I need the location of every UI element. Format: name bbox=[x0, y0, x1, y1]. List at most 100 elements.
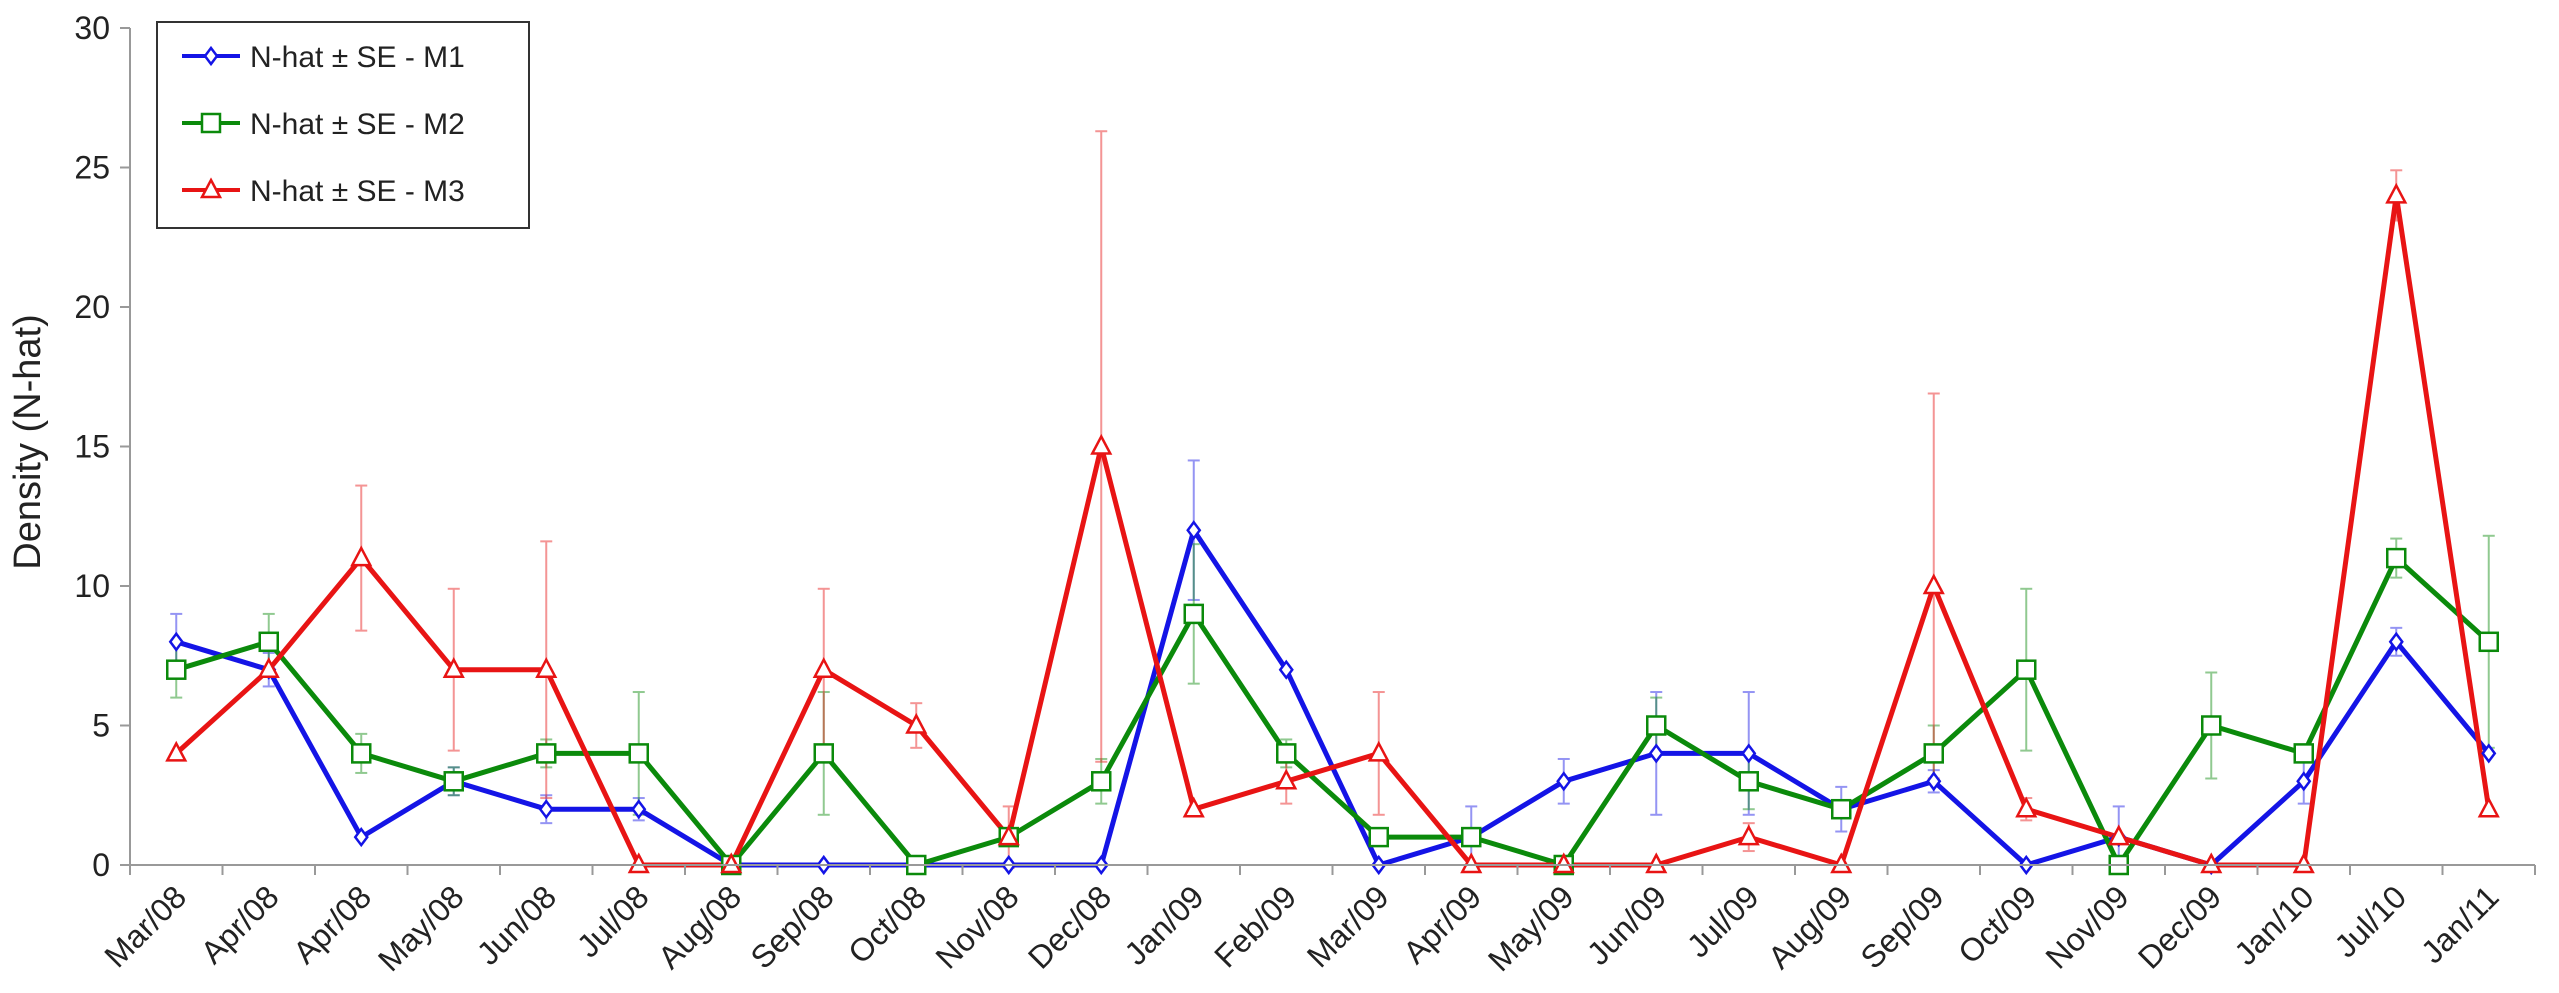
data-point-m3 bbox=[2292, 852, 2315, 874]
data-point-m3 bbox=[1737, 824, 1760, 846]
x-tick-label: May/09 bbox=[1481, 878, 1581, 978]
x-tick-label: Aug/09 bbox=[1761, 878, 1858, 975]
legend-entry: N-hat ± SE - M2 bbox=[250, 108, 465, 141]
data-point-m3 bbox=[257, 657, 280, 678]
x-tick-label: Jul/08 bbox=[570, 878, 656, 964]
data-point-m3 bbox=[1830, 852, 1853, 874]
data-point-m3 bbox=[1090, 433, 1113, 455]
data-point-m3 bbox=[2477, 796, 2500, 818]
data-point-m1 bbox=[631, 799, 647, 820]
legend-entry: N-hat ± SE - M1 bbox=[250, 41, 465, 74]
data-point-m2 bbox=[813, 743, 834, 764]
data-point-m3 bbox=[2107, 824, 2130, 846]
legend-marker bbox=[200, 112, 222, 134]
data-point-m2 bbox=[2016, 659, 2037, 680]
series-line-m2 bbox=[175, 555, 2491, 868]
data-point-m2 bbox=[1276, 743, 1297, 764]
x-tick-label: Sep/08 bbox=[744, 878, 841, 975]
data-point-m3 bbox=[1645, 852, 1668, 874]
data-point-m3 bbox=[812, 657, 835, 678]
x-tick-label: Jul/09 bbox=[1680, 878, 1766, 964]
x-tick-label: May/08 bbox=[371, 878, 471, 978]
data-point-m2 bbox=[1923, 743, 1944, 764]
data-point-m3 bbox=[2015, 796, 2038, 818]
x-tick-label: Oct/09 bbox=[1951, 878, 2043, 970]
data-point-m2 bbox=[351, 743, 372, 764]
legend-entry: N-hat ± SE - M3 bbox=[250, 175, 465, 208]
data-point-m3 bbox=[2200, 852, 2223, 874]
x-tick-label: Jul/10 bbox=[2327, 878, 2413, 964]
data-point-m2 bbox=[1091, 771, 1112, 792]
data-point-m2 bbox=[1738, 771, 1759, 792]
x-tick-label: Jan/09 bbox=[1117, 878, 1210, 971]
y-tick-label: 0 bbox=[92, 847, 110, 883]
data-point-m2 bbox=[2386, 547, 2407, 569]
data-point-m3 bbox=[905, 712, 928, 734]
data-point-m1 bbox=[2388, 631, 2404, 652]
data-point-m1 bbox=[538, 799, 554, 820]
data-point-m2 bbox=[536, 743, 557, 764]
data-point-m1 bbox=[1278, 659, 1294, 680]
data-point-m1 bbox=[1648, 743, 1664, 764]
data-point-m3 bbox=[1922, 573, 1945, 595]
y-tick-label: 5 bbox=[92, 708, 110, 744]
x-tick-label: Mar/09 bbox=[1300, 878, 1396, 974]
x-tick-label: Jan/11 bbox=[2414, 878, 2506, 970]
data-point-m1 bbox=[1186, 520, 1202, 541]
x-tick-label: Jun/09 bbox=[1580, 878, 1673, 971]
data-point-m1 bbox=[168, 631, 184, 652]
y-tick-label: 15 bbox=[74, 429, 110, 465]
x-tick-label: Jan/10 bbox=[2227, 878, 2320, 971]
series-line-m3 bbox=[174, 192, 2492, 868]
data-point-m2 bbox=[1461, 826, 1482, 848]
data-point-m3 bbox=[1182, 796, 1205, 818]
data-point-m3 bbox=[350, 545, 373, 567]
axes bbox=[120, 27, 2536, 875]
y-tick-labels: 0 5 10 15 20 25 30 bbox=[74, 10, 110, 883]
data-point-m3 bbox=[1275, 768, 1298, 790]
x-tick-label: Feb/09 bbox=[1207, 878, 1303, 974]
error-bars bbox=[170, 130, 2495, 869]
data-point-m2 bbox=[2478, 631, 2499, 653]
x-tick-label: Dec/09 bbox=[2131, 878, 2228, 975]
data-point-m2 bbox=[166, 659, 187, 680]
series-lines bbox=[174, 192, 2492, 868]
series-markers bbox=[165, 182, 2500, 876]
data-point-m2 bbox=[1368, 826, 1389, 848]
y-axis-label: Density (N-hat) bbox=[7, 314, 49, 570]
legend: N-hat ± SE - M1 N-hat ± SE - M2 N-hat ± SE… bbox=[156, 21, 530, 229]
y-tick-label: 25 bbox=[74, 150, 110, 186]
data-point-m2 bbox=[443, 771, 464, 792]
data-point-m2 bbox=[628, 743, 649, 764]
data-point-m3 bbox=[1552, 852, 1575, 874]
data-point-m2 bbox=[1831, 798, 1852, 820]
x-tick-label: Jun/08 bbox=[470, 878, 563, 971]
data-point-m3 bbox=[165, 740, 188, 762]
data-point-m3 bbox=[535, 657, 558, 678]
series-line-m1 bbox=[175, 527, 2491, 868]
data-point-m3 bbox=[720, 852, 743, 874]
data-point-m1 bbox=[353, 827, 369, 848]
data-point-m2 bbox=[258, 631, 279, 653]
x-tick-label: Nov/09 bbox=[2039, 878, 2136, 975]
x-tick-label: Dec/08 bbox=[1021, 878, 1118, 975]
x-tick-label: Apr/09 bbox=[1396, 878, 1488, 970]
data-point-m2 bbox=[2293, 743, 2314, 764]
y-tick-label: 30 bbox=[74, 10, 110, 46]
x-tick-label: Mar/08 bbox=[97, 878, 193, 974]
data-point-m3 bbox=[1367, 740, 1390, 762]
legend-marker bbox=[199, 177, 223, 199]
data-point-m3 bbox=[2385, 182, 2408, 204]
data-point-m1 bbox=[2296, 771, 2312, 792]
y-tick-label: 10 bbox=[74, 568, 110, 604]
data-point-m1 bbox=[1741, 743, 1757, 764]
y-tick-label: 20 bbox=[74, 289, 110, 325]
data-point-m3 bbox=[1460, 852, 1483, 874]
x-tick-label: Apr/08 bbox=[286, 878, 378, 970]
data-point-m1 bbox=[2481, 743, 2497, 764]
data-point-m3 bbox=[997, 824, 1020, 846]
x-tick-label: Nov/08 bbox=[929, 878, 1026, 975]
